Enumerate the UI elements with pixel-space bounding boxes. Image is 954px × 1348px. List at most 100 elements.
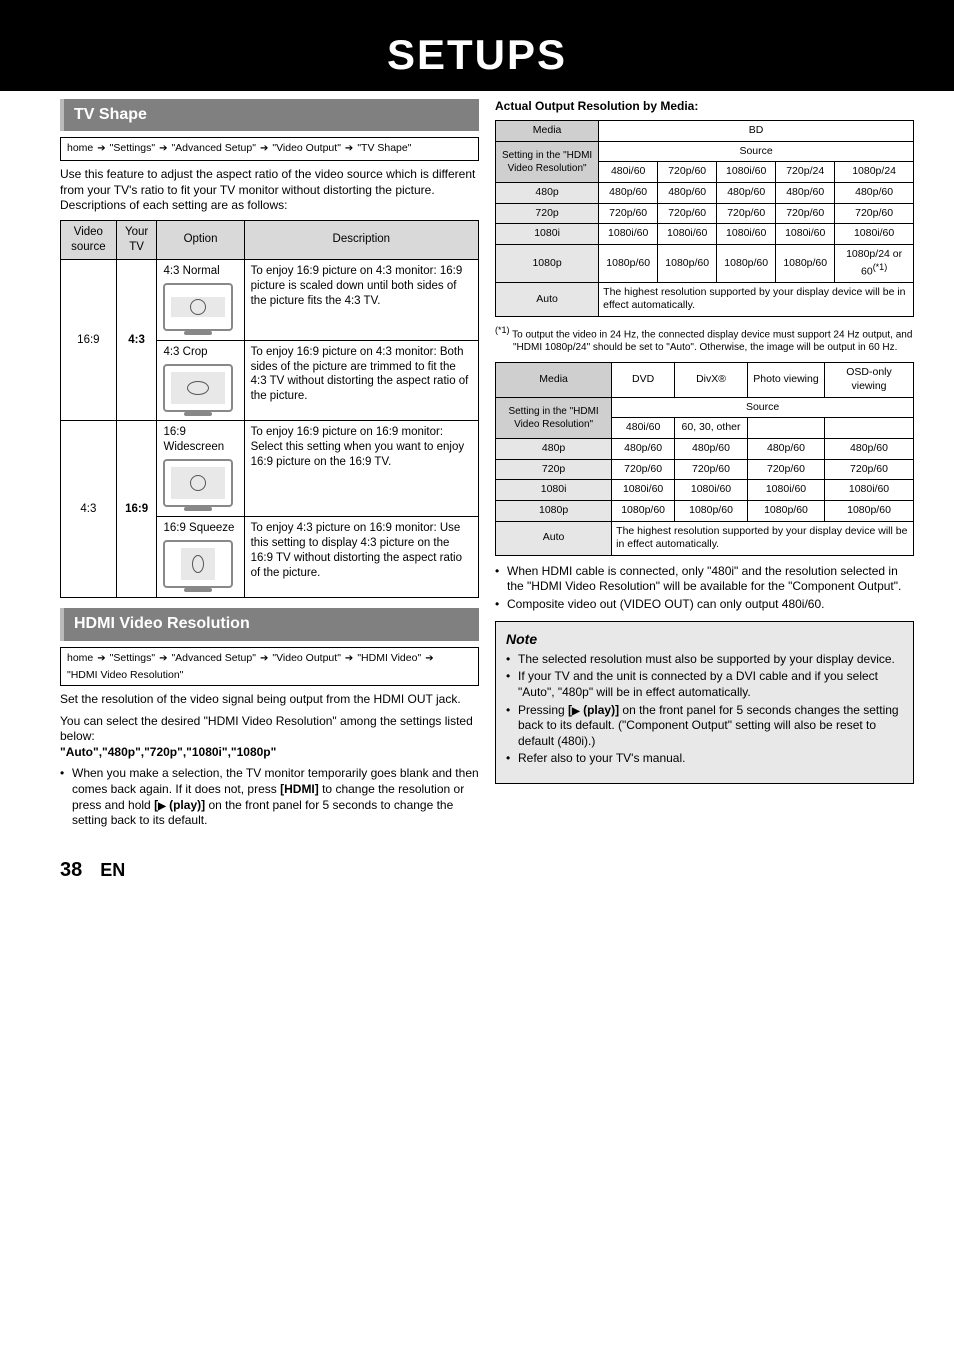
list-item: The selected resolution must also be sup… xyxy=(506,652,903,668)
option-label: 16:9 Squeeze xyxy=(163,522,234,534)
page-title: SETUPS xyxy=(0,24,954,91)
list-item: When HDMI cable is connected, only "480i… xyxy=(495,564,914,595)
cell: 480p/60 xyxy=(675,438,748,459)
cell: 1080i xyxy=(496,480,612,501)
cell xyxy=(747,418,824,439)
page-number: 38 xyxy=(60,857,82,883)
play-label: (play)] xyxy=(583,703,619,717)
arrow-icon xyxy=(159,652,167,666)
crumb: home xyxy=(67,653,93,665)
cell: 720p/60 xyxy=(658,203,717,224)
tv-shape-table: Video source Your TV Option Description … xyxy=(60,220,479,598)
cell: 1080i/60 xyxy=(835,224,914,245)
cell: The highest resolution supported by your… xyxy=(599,282,914,316)
cell: DVD xyxy=(612,363,675,397)
cell: 1080p/60 xyxy=(675,500,748,521)
note-title: Note xyxy=(506,630,903,648)
crumb: "TV Shape" xyxy=(357,143,411,155)
cell: 1080p/24 or 60(*1) xyxy=(835,245,914,283)
note-box: Note The selected resolution must also b… xyxy=(495,621,914,784)
cell: 1080p/60 xyxy=(776,245,835,283)
dvd-table: Media DVD DivX® Photo viewing OSD-only v… xyxy=(495,362,914,555)
cell: 1080i/60 xyxy=(717,162,776,183)
cell: Auto xyxy=(496,521,612,555)
cell-desc: To enjoy 16:9 picture on 4:3 monitor: 16… xyxy=(244,259,478,340)
cell: Auto xyxy=(496,282,599,316)
text: Pressing xyxy=(518,703,568,717)
arrow-icon xyxy=(159,142,167,156)
crumb: "Advanced Setup" xyxy=(171,653,256,665)
cell: Source xyxy=(599,141,914,162)
cell-src: 16:9 xyxy=(61,259,117,421)
cell: 1080i/60 xyxy=(599,224,658,245)
list-item: Refer also to your TV's manual. xyxy=(506,751,903,767)
cell: Source xyxy=(612,397,914,418)
fn-text: To output the video in 24 Hz, the connec… xyxy=(512,329,912,353)
page-footer: 38 EN xyxy=(0,857,954,903)
list-item: If your TV and the unit is connected by … xyxy=(506,669,903,700)
arrow-icon xyxy=(345,142,353,156)
cell: OSD-only viewing xyxy=(825,363,914,397)
arrow-icon xyxy=(97,142,105,156)
hdmi-heading: HDMI Video Resolution xyxy=(60,608,479,641)
tv-shape-heading: TV Shape xyxy=(60,99,479,132)
play-icon xyxy=(158,798,166,812)
cell: 720p/60 xyxy=(835,203,914,224)
cell-desc: To enjoy 4:3 picture on 16:9 monitor: Us… xyxy=(244,517,478,598)
cell: 1080i/60 xyxy=(675,480,748,501)
note-list: The selected resolution must also be sup… xyxy=(506,652,903,767)
cell: 1080i/60 xyxy=(658,224,717,245)
cell-desc: To enjoy 16:9 picture on 4:3 monitor: Bo… xyxy=(244,340,478,421)
play-icon xyxy=(572,703,580,717)
cell: 1080p xyxy=(496,500,612,521)
arrow-icon xyxy=(425,652,433,666)
option-label: 4:3 Crop xyxy=(163,346,207,358)
tv-shape-breadcrumb: home "Settings" "Advanced Setup" "Video … xyxy=(60,137,479,161)
face-icon xyxy=(187,381,209,395)
list-item: Pressing [ (play)] on the front panel fo… xyxy=(506,703,903,750)
supref: (*1) xyxy=(873,262,888,272)
cell: 480p/60 xyxy=(825,438,914,459)
cell-tv: 4:3 xyxy=(116,259,157,421)
bold: [ (play)] xyxy=(154,798,205,812)
cell: 1080p xyxy=(496,245,599,283)
cell: 720p/60 xyxy=(747,459,824,480)
face-icon xyxy=(190,475,206,491)
cell: 480p/60 xyxy=(658,183,717,204)
cell: BD xyxy=(599,121,914,142)
option-label: 4:3 Normal xyxy=(163,265,219,277)
tv-icon xyxy=(163,364,233,412)
cell: 480p/60 xyxy=(776,183,835,204)
cell: 720p/60 xyxy=(599,203,658,224)
cell: 60, 30, other xyxy=(675,418,748,439)
cell: Media xyxy=(496,363,612,397)
cell: 1080i/60 xyxy=(612,480,675,501)
crumb: "HDMI Video" xyxy=(357,653,421,665)
arrow-icon xyxy=(345,652,353,666)
cell: 720p/60 xyxy=(675,459,748,480)
cell: 480p/60 xyxy=(835,183,914,204)
list-item: When you make a selection, the TV monito… xyxy=(60,766,479,828)
cell: 1080i/60 xyxy=(776,224,835,245)
crumb: "Video Output" xyxy=(272,653,341,665)
cell: 720p/60 xyxy=(612,459,675,480)
cell: 480p/60 xyxy=(747,438,824,459)
cell: 720p/60 xyxy=(658,162,717,183)
hdmi-bullets: When you make a selection, the TV monito… xyxy=(60,766,479,828)
cell: 480p/60 xyxy=(612,438,675,459)
cell: 720p xyxy=(496,459,612,480)
tv-shape-intro: Use this feature to adjust the aspect ra… xyxy=(60,167,479,214)
page-lang: EN xyxy=(100,859,125,882)
cell: 720p/60 xyxy=(717,203,776,224)
cell-option: 4:3 Normal xyxy=(157,259,244,340)
crumb: home xyxy=(67,143,93,155)
crumb: "Advanced Setup" xyxy=(171,143,256,155)
bd-table: Media BD Setting in the "HDMI Video Reso… xyxy=(495,120,914,317)
cell: 720p/60 xyxy=(825,459,914,480)
cell: Setting in the "HDMI Video Resolution" xyxy=(496,141,599,182)
arrow-icon xyxy=(97,652,105,666)
face-icon xyxy=(192,555,204,573)
tv-icon xyxy=(163,283,233,331)
cell: 720p xyxy=(496,203,599,224)
cell: 1080p/60 xyxy=(612,500,675,521)
